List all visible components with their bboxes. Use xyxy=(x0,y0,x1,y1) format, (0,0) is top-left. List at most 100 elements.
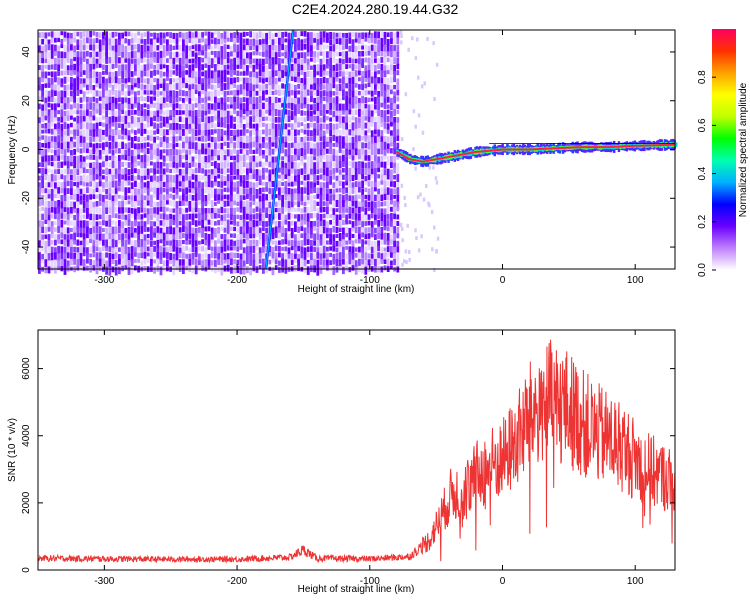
spectrogram-cell xyxy=(287,247,291,256)
spectrogram-cell xyxy=(271,63,275,72)
spectrogram-cell xyxy=(137,122,140,130)
spectrogram-cell xyxy=(114,240,118,249)
spectrogram-cell xyxy=(329,71,332,79)
spectrogram-cell xyxy=(166,200,169,205)
spectrogram-cell xyxy=(393,65,396,75)
spectrogram-cell xyxy=(210,45,214,50)
spectrogram-cell xyxy=(54,103,57,111)
spectrogram-cell xyxy=(194,71,198,78)
spectrogram-cell xyxy=(210,136,214,143)
spectrogram-cell xyxy=(354,64,358,70)
spectrogram-cell xyxy=(374,71,377,79)
spectrogram-cell xyxy=(207,174,211,184)
spectrogram-cell xyxy=(79,188,83,195)
spectrogram-cell xyxy=(262,38,265,45)
spectrogram-cell xyxy=(258,195,262,203)
spectrogram-cell xyxy=(66,141,70,149)
spectrogram-cell xyxy=(111,188,115,194)
spectrogram-cell xyxy=(226,116,230,124)
spectrogram-cell xyxy=(358,213,361,221)
spectrogram-cell xyxy=(98,234,102,242)
spectrogram-cell xyxy=(162,219,166,227)
spectrogram-cell xyxy=(54,252,57,262)
spectrogram-cell xyxy=(146,208,150,217)
spectrogram-cell xyxy=(178,65,182,74)
spectrogram-cell xyxy=(262,96,265,101)
spectrogram-cell xyxy=(377,51,380,56)
spectrogram-cell xyxy=(223,83,227,91)
spectrogram-cell xyxy=(265,167,268,173)
spectrogram-cell xyxy=(50,174,54,183)
spectrogram-cell xyxy=(175,142,179,147)
spectrogram-cell xyxy=(338,97,342,102)
spectrogram-cell xyxy=(178,110,182,116)
spectrogram-cell xyxy=(121,258,124,266)
spectrogram-cell xyxy=(351,98,355,105)
spectrogram-cell xyxy=(258,129,262,139)
spectrogram-cell xyxy=(95,168,99,175)
spectrogram-cell xyxy=(217,38,220,45)
spectrogram-cell xyxy=(54,136,57,146)
spectrogram-cell xyxy=(201,156,204,166)
spectrogram-cell xyxy=(121,207,124,214)
spectrogram-cell xyxy=(316,64,320,73)
spectrogram-cell xyxy=(169,187,172,192)
spectrogram-cell xyxy=(188,45,192,54)
spectrogram-cell xyxy=(191,148,195,154)
spectrogram-cell xyxy=(127,130,131,138)
spectrogram-cell xyxy=(38,58,41,64)
spectrogram-cell xyxy=(143,252,147,260)
spectrogram-cell xyxy=(89,149,92,156)
spectrogram-cell xyxy=(175,227,179,235)
spectrogram-cell xyxy=(246,174,249,181)
spectrogram-cell xyxy=(127,91,131,96)
spectrogram-cell xyxy=(306,84,310,92)
spectrogram-cell xyxy=(233,116,236,123)
snr-frame xyxy=(37,329,676,571)
spectrogram-cell xyxy=(159,220,163,226)
spectrogram-cell xyxy=(41,245,44,251)
spectrogram-cell xyxy=(63,240,67,247)
spectrogram-cell xyxy=(367,110,371,118)
spectrogram-cell xyxy=(396,226,400,236)
spectrogram-cell xyxy=(390,213,393,222)
spectrogram-cell xyxy=(201,175,204,180)
spectrogram-cell xyxy=(98,39,102,47)
spectrogram-cell xyxy=(188,221,192,229)
spectrogram-cell xyxy=(255,123,259,131)
spectrogram-cell xyxy=(303,110,307,116)
spectrogram-cell xyxy=(265,161,268,166)
spectrogram-cell xyxy=(153,154,156,159)
spectrogram-cell xyxy=(242,71,246,76)
spectrogram-cell xyxy=(214,110,217,119)
spectrogram-cell xyxy=(98,143,102,149)
spectrogram-cell xyxy=(92,110,96,119)
spectrogram-cell xyxy=(422,197,426,202)
spectrogram-cell xyxy=(220,220,224,225)
spectrogram-cell xyxy=(390,252,393,258)
spectrogram-cell xyxy=(335,226,339,233)
spectrogram-cell xyxy=(204,239,208,246)
spectrogram-cell xyxy=(44,97,48,106)
spectrogram-cell xyxy=(159,128,163,136)
spectrogram-cell xyxy=(194,220,198,227)
spectrogram-cell xyxy=(278,245,281,252)
spectrogram-cell xyxy=(73,57,76,62)
spectrogram-cell xyxy=(246,103,249,112)
spectrogram-cell xyxy=(124,253,128,259)
spectrogram-cell xyxy=(345,187,348,193)
spectrogram-cell xyxy=(114,116,118,122)
spectrogram-cell xyxy=(297,201,300,207)
spectrogram-cell xyxy=(271,227,275,236)
spectrogram-cell xyxy=(223,221,227,229)
spectrogram-cell xyxy=(242,115,246,120)
spectrogram-cell xyxy=(41,90,44,98)
spectrogram-cell xyxy=(303,129,307,135)
spectrogram-cell xyxy=(274,226,278,236)
spectrogram-cell xyxy=(111,195,115,203)
spectrogram-cell xyxy=(255,226,259,235)
spectrogram-cell xyxy=(348,252,352,261)
spectrogram-cell xyxy=(246,239,249,248)
spectrogram-cell xyxy=(351,175,355,181)
spectrogram-cell xyxy=(268,58,272,66)
